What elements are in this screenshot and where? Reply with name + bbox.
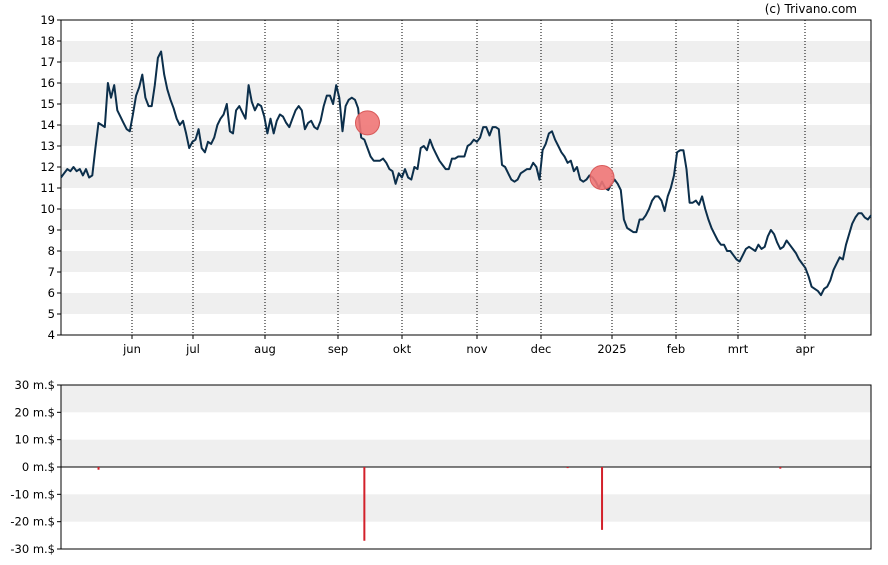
y-tick-label: 7 <box>48 265 55 279</box>
y-tick-label: -10 m.$ <box>10 487 55 501</box>
volume-chart-panel: 30 m.$ 20 m.$ 10 m.$ 0 m.$ -10 m.$ -20 m.$ -30… <box>10 378 872 556</box>
y-tick-label: 8 <box>48 244 55 258</box>
y-tick-label: 17 <box>40 55 55 69</box>
event-marker <box>354 110 380 136</box>
y-tick-label: 5 <box>48 307 55 321</box>
grid-band <box>61 209 871 230</box>
y-tick-label: 16 <box>40 76 55 90</box>
grid-band <box>61 293 871 314</box>
y-tick-label: 20 m.$ <box>15 405 55 419</box>
y-tick-label: 4 <box>48 328 55 342</box>
grid-band <box>61 251 871 272</box>
y-tick-label: 9 <box>48 223 55 237</box>
x-tick-label: jun <box>122 342 141 356</box>
x-tick-label: dec <box>531 342 552 356</box>
x-tick-label: nov <box>466 342 487 356</box>
y-tick-label: 19 <box>40 13 55 27</box>
x-tick-label: feb <box>667 342 685 356</box>
grid-band <box>61 494 871 522</box>
y-tick-label: 13 <box>40 139 55 153</box>
y-tick-label: 15 <box>40 97 55 111</box>
y-tick-label: 10 m.$ <box>15 433 55 447</box>
credit-label: (c) Trivano.com <box>765 2 857 16</box>
y-tick-label: 10 <box>40 202 55 216</box>
grid-band <box>61 41 871 62</box>
price-line <box>60 50 872 297</box>
x-tick-label: okt <box>393 342 412 356</box>
event-marker <box>589 165 615 190</box>
price-chart-panel: 4 5 6 7 8 9 10 11 12 13 14 15 16 17 18 19 jun jul aug sep ok… <box>40 13 872 356</box>
grid-band <box>61 83 871 104</box>
x-tick-label: mrt <box>728 342 749 356</box>
y-tick-label: 12 <box>40 160 55 174</box>
grid-band <box>61 439 871 467</box>
grid-band <box>61 125 871 146</box>
y-tick-label: 11 <box>40 181 55 195</box>
y-tick-label: 30 m.$ <box>15 378 55 392</box>
y-tick-label: 0 m.$ <box>22 460 55 474</box>
y-tick-label: 6 <box>48 286 55 300</box>
y-tick-label: -30 m.$ <box>10 542 55 556</box>
y-tick-label: 14 <box>40 118 55 132</box>
x-tick-label: apr <box>795 342 814 356</box>
x-tick-label: sep <box>328 342 348 356</box>
y-tick-label: 18 <box>40 34 55 48</box>
grid-band <box>61 385 871 413</box>
grid-band <box>61 167 871 188</box>
x-tick-label: aug <box>254 342 276 356</box>
y-tick-label: -20 m.$ <box>10 515 55 529</box>
x-tick-label: 2025 <box>597 342 626 356</box>
x-tick-label: jul <box>185 342 200 356</box>
